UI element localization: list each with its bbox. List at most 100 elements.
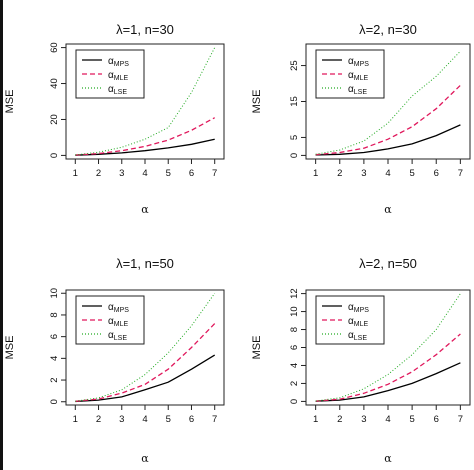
data-point-mps <box>460 362 461 363</box>
data-point-mps <box>121 396 122 397</box>
data-point-mps <box>121 152 122 153</box>
y-axis-title: MSE <box>4 90 16 114</box>
y-tick-label: 6 <box>49 334 60 339</box>
series-line-mps <box>315 124 461 156</box>
data-point-lse <box>75 401 76 402</box>
y-tick-label: 0 <box>49 153 60 158</box>
legend-label-mle: αMLE <box>348 70 369 82</box>
data-point-mle <box>214 117 215 118</box>
data-point-lse <box>363 388 364 389</box>
data-point-lse <box>214 293 215 294</box>
data-point-mps <box>363 396 364 397</box>
legend-label-mle: αMLE <box>108 70 129 82</box>
x-tick-label: 1 <box>313 168 318 179</box>
data-point-lse <box>436 329 437 330</box>
series-line-mle <box>315 84 461 156</box>
chart-title: λ=2, n=50 <box>359 256 417 271</box>
data-point-mps <box>387 148 388 149</box>
data-point-mle <box>436 108 437 109</box>
y-tick-label: 10 <box>49 288 60 299</box>
chart-title: λ=1, n=30 <box>116 22 174 37</box>
legend-box <box>75 49 145 99</box>
x-tick-label: 1 <box>73 168 78 179</box>
data-point-mps <box>339 154 340 155</box>
legend-label-mle: αMLE <box>348 316 369 328</box>
data-point-lse <box>412 354 413 355</box>
chart-panel-1: λ=1, n=30 MSE α 1 2 3 4 5 6 7 0 20 40 60 αMPS αMLE αLSE <box>4 22 225 216</box>
y-tick-label: 20 <box>49 114 60 125</box>
data-point-mps <box>460 124 461 125</box>
x-tick-label: 4 <box>142 414 147 425</box>
y-axis-title: MSE <box>251 90 263 114</box>
y-tick-label: 40 <box>49 78 60 89</box>
x-tick-label: 4 <box>385 414 390 425</box>
data-point-mle <box>214 323 215 324</box>
x-tick-label: 5 <box>409 414 414 425</box>
x-tick-label: 3 <box>119 168 124 179</box>
data-point-mle <box>121 392 122 393</box>
x-tick-label: 7 <box>458 168 463 179</box>
y-tick-label: 4 <box>49 356 60 361</box>
x-tick-label: 1 <box>313 414 318 425</box>
legend-label-lse: αLSE <box>108 330 127 342</box>
legend: αMPS αMLE αLSE <box>315 49 385 99</box>
y-tick-label: 6 <box>289 345 300 350</box>
x-axis-title: α <box>384 452 392 465</box>
x-tick-label: 5 <box>166 168 171 179</box>
y-tick-label: 2 <box>289 381 300 386</box>
y-tick-label: 5 <box>289 135 300 140</box>
data-point-mle <box>191 347 192 348</box>
series-line-mps <box>75 354 216 403</box>
data-point-lse <box>436 76 437 77</box>
data-point-mps <box>387 390 388 391</box>
legend-box <box>315 49 385 99</box>
series-line-mle <box>75 117 216 156</box>
data-point-mle <box>168 369 169 370</box>
data-point-mle <box>144 146 145 147</box>
legend-box <box>75 295 145 345</box>
data-point-mle <box>412 126 413 127</box>
data-point-lse <box>412 96 413 97</box>
x-tick-label: 4 <box>142 168 147 179</box>
chart-panel-3: λ=1, n=50 MSE α 1 2 3 4 5 6 7 0 2 4 6 8 10 αMPS αMLE αLSE <box>4 256 225 465</box>
data-point-mps <box>98 400 99 401</box>
data-point-lse <box>315 400 316 401</box>
x-axis-title: α <box>141 452 149 465</box>
chart-title: λ=2, n=30 <box>359 22 417 37</box>
data-point-mle <box>98 398 99 399</box>
series-line-mle <box>75 323 216 402</box>
data-point-mle <box>363 393 364 394</box>
x-tick-label: 3 <box>361 414 366 425</box>
data-point-lse <box>387 122 388 123</box>
legend-label-lse: αLSE <box>348 84 367 96</box>
x-tick-label: 2 <box>96 168 101 179</box>
data-point-mps <box>363 152 364 153</box>
y-tick-label: 0 <box>289 399 300 404</box>
data-point-mle <box>363 148 364 149</box>
legend-label-mps: αMPS <box>348 56 369 68</box>
x-tick-label: 6 <box>189 168 194 179</box>
x-tick-label: 3 <box>119 414 124 425</box>
data-point-mps <box>214 139 215 140</box>
data-point-mle <box>387 139 388 140</box>
data-point-lse <box>214 47 215 48</box>
series-line-lse <box>315 50 461 155</box>
x-tick-label: 5 <box>409 168 414 179</box>
x-tick-label: 3 <box>361 168 366 179</box>
legend-label-mps: αMPS <box>108 56 129 68</box>
chart-title: λ=1, n=50 <box>116 256 174 271</box>
data-point-mle <box>436 354 437 355</box>
data-point-lse <box>121 389 122 390</box>
data-point-lse <box>191 325 192 326</box>
data-point-mps <box>412 143 413 144</box>
series-line-mle <box>315 333 461 402</box>
data-point-mle <box>191 130 192 131</box>
data-point-mps <box>436 373 437 374</box>
x-axis-title: α <box>384 203 392 216</box>
legend-label-lse: αLSE <box>108 84 127 96</box>
x-tick-label: 2 <box>96 414 101 425</box>
data-point-mle <box>460 85 461 86</box>
data-point-mps <box>144 150 145 151</box>
series-line-mps <box>75 138 215 156</box>
